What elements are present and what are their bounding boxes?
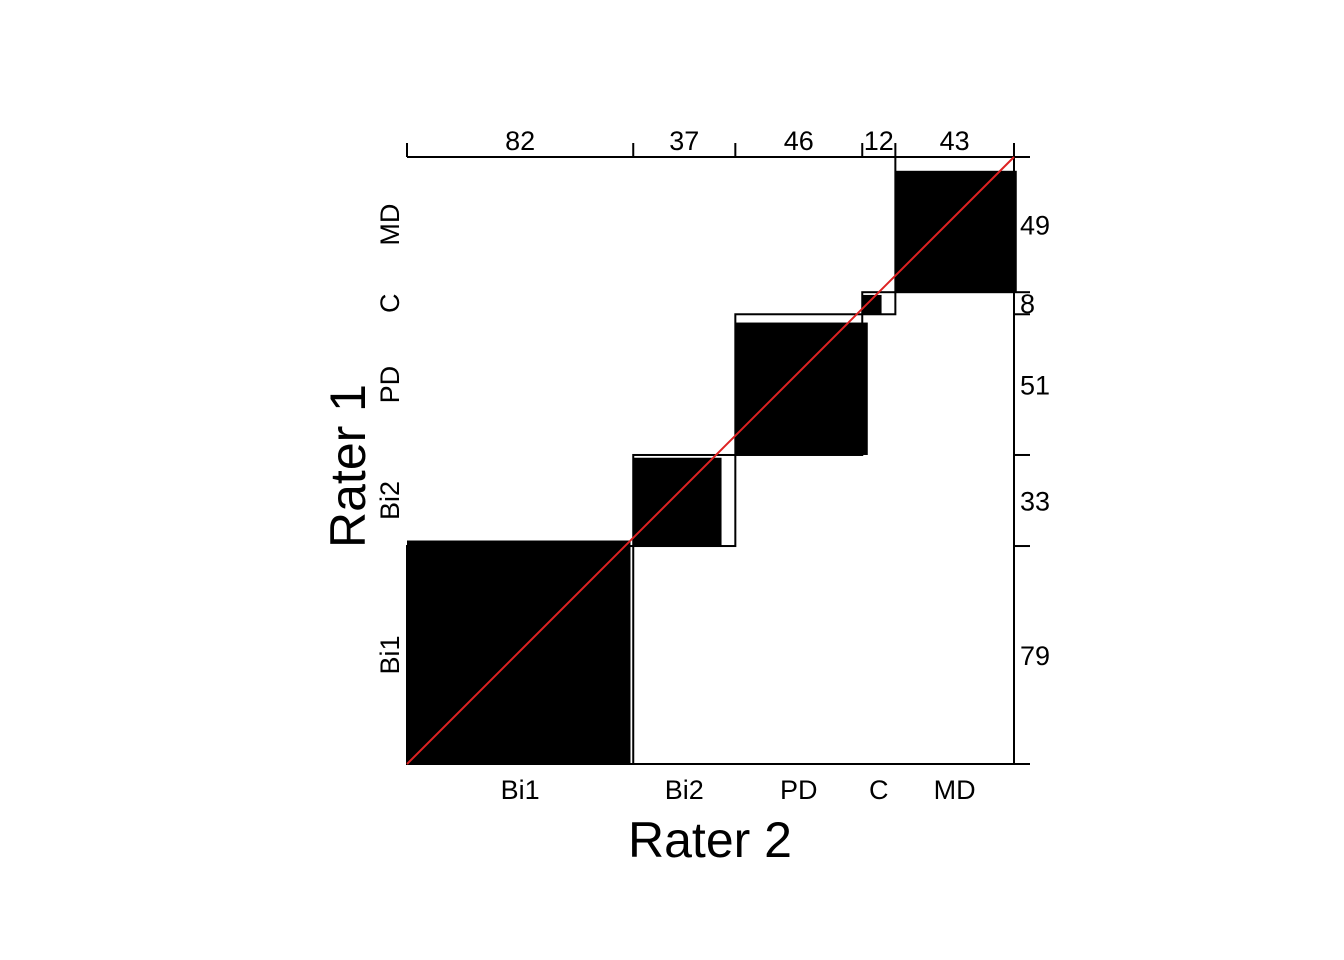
col-total-label: 37 [669,126,699,156]
x-tick-label-bi1: Bi1 [501,775,540,805]
y-tick-label-bi1: Bi1 [375,636,405,675]
col-total-label: 43 [940,126,970,156]
y-tick-label-c: C [375,293,405,313]
axes [406,143,1030,765]
agreement-box-c [862,294,882,315]
x-tick-label-pd: PD [780,775,818,805]
row-total-label: 51 [1020,371,1050,401]
row-total-label: 79 [1020,641,1050,671]
x-tick-label-c: C [869,775,889,805]
y-tick-label-bi2: Bi2 [375,481,405,520]
x-axis-title: Rater 2 [628,812,792,868]
col-total-label: 46 [784,126,814,156]
agreement-box-pd [735,322,868,455]
y-tick-label-pd: PD [375,366,405,404]
agreement-box-md [895,170,1017,293]
y-tick-label-md: MD [375,204,405,246]
agreement-box-bi2 [633,457,722,547]
row-total-label: 49 [1020,211,1050,241]
col-total-label: 12 [864,126,894,156]
x-tick-label-md: MD [934,775,976,805]
x-tick-label-bi2: Bi2 [665,775,704,805]
row-total-label: 33 [1020,487,1050,517]
y-axis-title: Rater 1 [320,384,376,548]
tick-labels: Bi1 82 79 Bi1 Bi2 37 33 Bi2 PD 46 51 PD C 12 8 C MD 43 49 M… [375,126,1050,805]
row-total-label: 8 [1020,289,1035,319]
col-total-label: 82 [505,126,535,156]
perfect-agreement-line [406,156,1015,765]
